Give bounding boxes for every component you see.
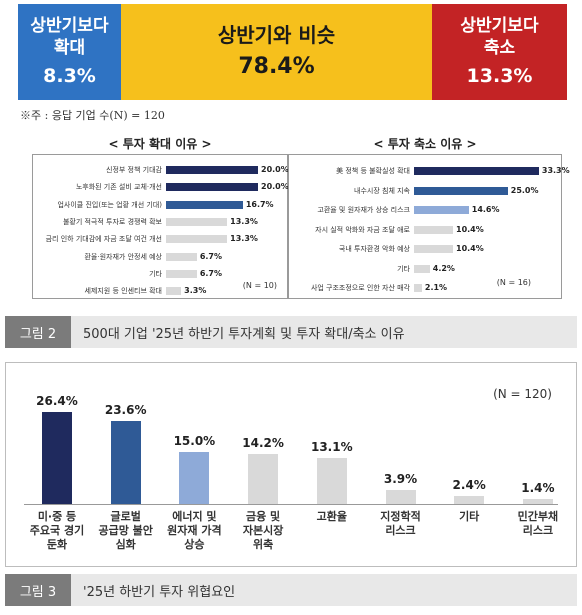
segment-decrease-label: 상반기보다 축소: [460, 16, 539, 58]
bar-value-label: 20.0%: [261, 165, 289, 174]
segment-similar-label: 상반기와 비슷: [217, 23, 336, 47]
segment-similar-value: 78.4%: [238, 54, 315, 79]
bar-value-label: 3.3%: [184, 286, 207, 296]
bar: [179, 451, 210, 504]
bar-value-label: 10.4%: [456, 224, 484, 234]
bar-label: 내수시장 침체 지속: [354, 186, 410, 195]
bar: [166, 235, 228, 244]
bar-value-label: 10.4%: [456, 244, 484, 253]
bar-label: 불황기 적극적 투자로 경쟁력 확보: [62, 217, 162, 226]
bar-label: 美 정책 등 불확실성 확대: [336, 167, 410, 175]
bar-value-label: 14.2%: [242, 436, 284, 451]
bar: [414, 264, 430, 273]
bar-value-label: 15.0%: [173, 433, 216, 448]
category-label: 지정학적 리스크: [380, 510, 421, 537]
bar-value-label: 2.1%: [424, 283, 448, 292]
bar-value-label: 3.9%: [383, 472, 418, 487]
bar-value-label: 13.3%: [230, 216, 258, 226]
bar-label: 노후화된 기존 설비 교체·개선: [75, 183, 162, 192]
bar-value-label: 14.6%: [471, 205, 500, 214]
bar-value-label: 26.4%: [36, 393, 78, 408]
bar-label: 고환율 및 원자재가 상승 리스크: [317, 206, 410, 214]
bar-value-label: 4.2%: [432, 263, 455, 273]
bar-value-label: 13.3%: [230, 234, 258, 244]
bar: [414, 186, 508, 195]
decrease-reasons-chart: 美 정책 등 불확실성 확대 33.3% 내수시장 침체 지속 25.0% 고환율 및 …: [288, 154, 570, 299]
category-label: 금융 및 자본시장 위축: [242, 510, 284, 551]
bar-label: 기타: [149, 269, 162, 278]
figure-2-caption: 그림 2 500대 기업 '25년 하반기 투자계획 및 투자 확대/축소 이유: [5, 316, 577, 348]
bar-label: 기타: [397, 264, 410, 273]
bar-value-label: 25.0%: [510, 185, 539, 195]
bar: [166, 287, 182, 296]
investment-risk-chart: 26.4% 미·중 등 주요국 경기 둔화 23.6% 글로벌 공급망 불안 심화 15…: [5, 362, 577, 567]
figure-3-caption: 그림 3 '25년 하반기 투자 위협요인: [5, 574, 577, 606]
increase-reasons-chart: 신정부 정책 기대감 20.0% 노후화된 기존 설비 교체·개선 20.0% 업사이클…: [32, 154, 289, 299]
segment-increase: 상반기보다 확대 8.3%: [18, 4, 121, 100]
segment-decrease: 상반기보다 축소 13.3%: [432, 4, 567, 100]
bar-value-label: 23.6%: [104, 403, 147, 418]
respondents-note: ※주 : 응답 기업 수(N) = 120: [20, 109, 165, 122]
bar: [414, 206, 469, 214]
bar: [414, 245, 453, 253]
increase-reasons-title: < 투자 확대 이유 >: [108, 137, 212, 151]
bar-value-label: 16.7%: [245, 199, 274, 209]
bar: [166, 166, 258, 174]
bar: [454, 495, 485, 504]
bar-label: 자시 실적 악화와 자금 조달 애로: [315, 225, 410, 234]
category-label: 미·중 등 주요국 경기 둔화: [29, 510, 85, 551]
bar: [110, 421, 141, 504]
segment-decrease-value: 13.3%: [466, 65, 533, 87]
sample-size-note: (N = 16): [496, 278, 531, 287]
category-label: 에너지 및 원자재 가격 상승: [167, 510, 222, 551]
bar-value-label: 33.3%: [541, 166, 570, 175]
segment-similar: 상반기와 비슷 78.4%: [121, 4, 432, 100]
bar: [166, 200, 243, 209]
bar: [522, 499, 553, 504]
bar-label: 사업 구조조정으로 인한 자산 매각: [310, 284, 410, 292]
bar: [166, 252, 197, 261]
bar: [316, 458, 347, 504]
category-label: 글로벌 공급망 불안 심화: [98, 510, 153, 551]
bar: [166, 269, 197, 278]
bar-value-label: 20.0%: [261, 182, 289, 192]
segment-increase-value: 8.3%: [43, 65, 96, 87]
decrease-reasons-title: < 투자 축소 이유 >: [373, 137, 477, 151]
bar-label: 세제지원 등 인센티브 확대: [84, 287, 162, 296]
figure-2-text: 500대 기업 '25년 하반기 투자계획 및 투자 확대/축소 이유: [83, 326, 405, 342]
bar-value-label: 13.1%: [310, 440, 353, 455]
sample-size-note: (N = 10): [242, 281, 277, 290]
figure-2-tag: 그림 2: [5, 316, 71, 348]
category-label: 고환율: [316, 510, 347, 523]
bar: [414, 225, 453, 234]
bar-label: 업사이클 진입(또는 업황 개선 기대): [57, 200, 162, 209]
category-label: 민간부채 리스크: [517, 510, 559, 537]
bar-label: 국내 투자환경 악화 예상: [338, 245, 410, 253]
bar: [385, 490, 416, 504]
x-axis-line: [24, 504, 558, 505]
segment-increase-label: 상반기보다 확대: [30, 16, 109, 58]
bar: [166, 217, 228, 226]
bar-label: 금리 인하 기대감에 자금 조달 여건 개선: [45, 235, 162, 244]
bar-value-label: 1.4%: [521, 481, 555, 496]
bar-value-label: 6.7%: [199, 251, 222, 261]
bar: [42, 411, 72, 504]
figure-3-tag: 그림 3: [5, 574, 71, 606]
bar-label: 환율·원자재가 안정세 예상: [84, 252, 162, 261]
category-label: 기타: [459, 510, 480, 523]
bar-value-label: 2.4%: [452, 477, 486, 492]
bar: [414, 167, 539, 175]
sample-size-note: (N = 120): [493, 387, 552, 401]
bar: [166, 183, 258, 192]
bar: [248, 454, 279, 504]
figure-3-text: '25년 하반기 투자 위협요인: [83, 584, 236, 600]
bar-value-label: 6.7%: [199, 268, 222, 278]
bar: [414, 284, 422, 292]
bar-label: 신정부 정책 기대감: [106, 166, 162, 174]
